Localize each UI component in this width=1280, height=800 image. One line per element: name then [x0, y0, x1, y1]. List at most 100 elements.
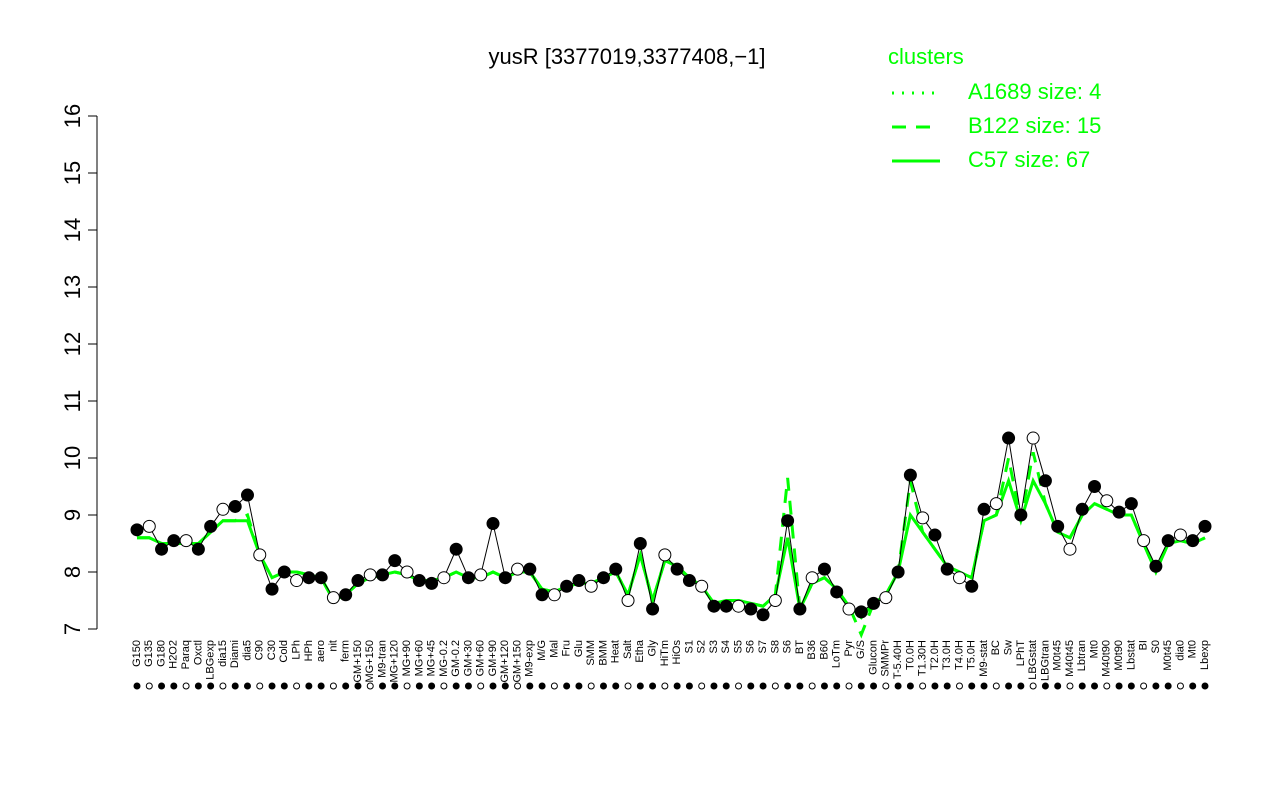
x-tick-label: Lbstat	[1125, 640, 1137, 670]
condition-marker	[968, 682, 976, 690]
point	[916, 511, 930, 525]
point	[695, 579, 709, 593]
y-tick-label: 13	[60, 275, 85, 299]
x-tick-label: Pyr	[843, 640, 855, 657]
point	[1002, 431, 1016, 445]
condition-marker	[845, 682, 853, 690]
condition-marker	[587, 682, 595, 690]
x-tick-label: Paraq	[180, 640, 192, 669]
point	[793, 602, 807, 616]
x-tick-label: M9-stat	[978, 640, 990, 677]
point	[1100, 494, 1114, 508]
point	[400, 565, 414, 579]
point	[339, 588, 353, 602]
condition-marker	[305, 682, 313, 690]
x-tick-label: Lbexp	[1199, 640, 1211, 670]
condition-marker	[256, 682, 264, 690]
point	[437, 571, 451, 585]
condition-marker	[599, 682, 607, 690]
condition-marker	[219, 682, 227, 690]
x-tick-label: BMM	[597, 640, 609, 666]
legend-label: C57 size: 67	[968, 147, 1090, 172]
point	[130, 523, 144, 537]
condition-marker	[784, 682, 792, 690]
point	[596, 571, 610, 585]
point	[277, 565, 291, 579]
point	[253, 548, 267, 562]
condition-marker	[428, 682, 436, 690]
condition-marker	[796, 682, 804, 690]
x-tick-label: Glucon	[867, 640, 879, 675]
cluster-line	[137, 476, 1206, 620]
condition-marker	[1005, 682, 1013, 690]
point	[768, 594, 782, 607]
legend-label: A1689 size: 4	[968, 79, 1101, 104]
condition-marker	[1029, 682, 1037, 690]
point	[621, 594, 635, 607]
point	[155, 542, 169, 556]
x-tick-label: G150	[131, 640, 143, 667]
y-tick-label: 15	[60, 161, 85, 185]
x-tick-label: LBGexp	[205, 640, 217, 680]
point	[928, 528, 942, 542]
x-tick-label: dia0	[1174, 640, 1186, 661]
condition-marker	[1164, 682, 1172, 690]
x-tick-label: M9-tran	[376, 640, 388, 678]
condition-marker	[1127, 682, 1135, 690]
condition-marker	[919, 682, 927, 690]
point	[805, 571, 819, 585]
point	[1173, 528, 1187, 542]
condition-marker	[293, 682, 301, 690]
condition-marker	[759, 682, 767, 690]
point	[1112, 505, 1126, 519]
point	[474, 568, 488, 582]
condition-marker	[1189, 682, 1197, 690]
x-tick-label: MG+120	[389, 640, 401, 683]
point	[1161, 534, 1175, 548]
point	[633, 537, 647, 550]
point	[719, 599, 733, 613]
x-tick-label: LBGtran	[1039, 640, 1051, 681]
point	[388, 554, 402, 568]
x-tick-label: Mal	[548, 640, 560, 658]
condition-marker	[1140, 682, 1148, 690]
x-tick-label: LPh	[290, 640, 302, 660]
point	[842, 602, 856, 616]
legend-title: clusters	[888, 44, 964, 69]
condition-marker	[1041, 682, 1049, 690]
condition-marker	[1201, 682, 1209, 690]
x-tick-label: MG+90	[401, 640, 413, 676]
condition-marker	[771, 682, 779, 690]
point	[1075, 502, 1089, 516]
point	[965, 579, 979, 593]
condition-marker	[1017, 682, 1025, 690]
x-tick-label: S2	[696, 640, 708, 653]
condition-marker	[747, 682, 755, 690]
point	[1124, 497, 1138, 511]
point	[376, 568, 390, 582]
x-tick-label: MG+150	[364, 640, 376, 683]
point	[1149, 559, 1163, 573]
x-tick-label: Glu	[573, 640, 585, 657]
x-tick-label: S3	[708, 640, 720, 653]
x-tick-label: Diami	[229, 640, 241, 668]
x-tick-label: T3.0H	[941, 640, 953, 670]
point	[535, 588, 549, 602]
point	[707, 599, 721, 613]
x-tick-label: Cold	[278, 640, 290, 663]
x-tick-label: M0t45	[1052, 640, 1064, 671]
point	[977, 502, 991, 516]
x-tick-label: Heat	[610, 640, 622, 663]
condition-marker	[710, 682, 718, 690]
x-tick-label: HPh	[303, 640, 315, 661]
x-tick-label: C30	[266, 640, 278, 660]
condition-marker	[685, 682, 693, 690]
x-tick-label: S0	[1150, 640, 1162, 653]
point	[1026, 431, 1040, 445]
condition-marker	[489, 682, 497, 690]
point	[756, 608, 770, 622]
x-tick-label: LPhT	[1015, 640, 1027, 667]
condition-marker	[575, 682, 583, 690]
x-tick-label: B60	[818, 640, 830, 660]
x-tick-label: LoTm	[831, 640, 843, 668]
